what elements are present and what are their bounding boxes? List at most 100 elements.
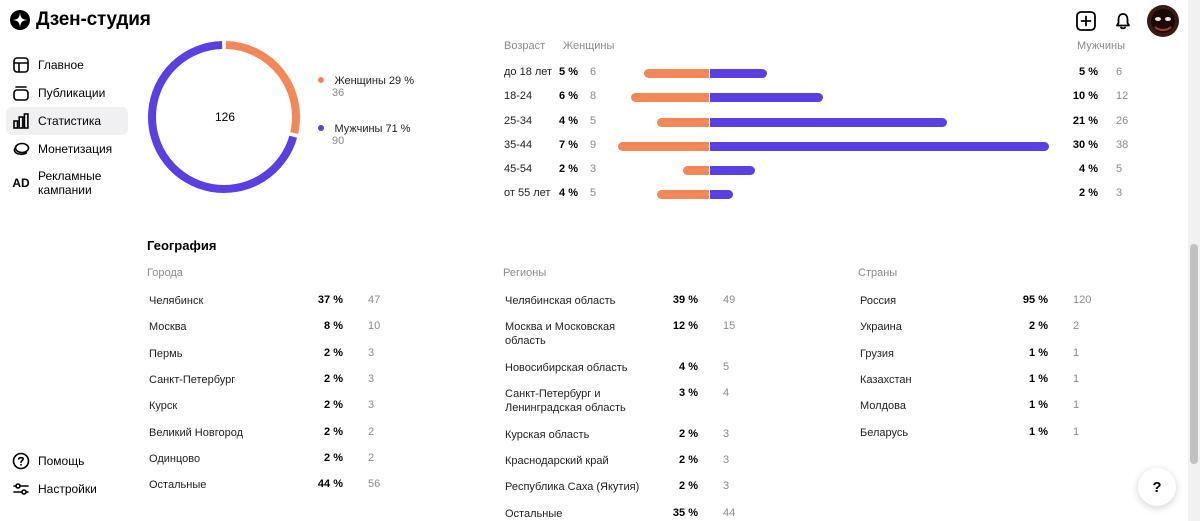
notifications-button[interactable] — [1113, 11, 1133, 31]
scrollbar-thumb[interactable] — [1190, 244, 1198, 464]
geo-row-pct: 1 % — [1029, 373, 1048, 385]
geo-row-count: 2 — [368, 426, 375, 438]
geo-row-pct: 2 % — [324, 452, 343, 464]
age-bar-women — [657, 118, 709, 127]
geo-row-count: 3 — [368, 373, 375, 385]
age-row-women-pct: 4 % — [559, 115, 578, 127]
age-row-men-pct: 5 % — [1079, 66, 1098, 78]
geo-row-count: 49 — [723, 294, 736, 306]
age-bar-women — [644, 69, 709, 78]
geo-row-label: Остальные — [149, 479, 207, 491]
geo-row-label: Остальные — [505, 508, 563, 520]
geo-row-pct: 1 % — [1029, 399, 1048, 411]
geo-row-count: 47 — [368, 294, 381, 306]
geo-row-label: Россия — [860, 295, 897, 307]
age-bar-women — [683, 166, 709, 175]
sidebar-item-label: Рекламные кампании — [38, 169, 102, 197]
geo-row-count: 3 — [723, 480, 730, 492]
age-row-men-pct: 30 % — [1072, 139, 1098, 151]
geo-row-count: 120 — [1073, 294, 1092, 306]
age-bar-men — [710, 93, 823, 102]
geo-row-count: 2 — [1073, 320, 1080, 332]
sidebar-item-statistics[interactable]: Статистика — [6, 107, 128, 135]
age-row-women-count: 5 — [590, 115, 597, 127]
regions-header: Регионы — [503, 267, 547, 279]
geo-row-label: Одинцово — [149, 453, 201, 465]
sidebar-item-ad-campaigns[interactable]: AD Рекламные кампании — [6, 166, 128, 200]
geo-row-label: Пермь — [149, 348, 183, 360]
age-row-label: от 55 лет — [504, 187, 551, 199]
geo-row-count: 3 — [723, 428, 730, 440]
geo-row-label: Челябинск — [149, 295, 204, 307]
age-row-women-pct: 2 % — [559, 163, 578, 175]
geo-row-label: Республика Саха (Якутия) — [505, 481, 640, 493]
geo-row-pct: 2 % — [679, 480, 698, 492]
age-row-men-count: 12 — [1116, 90, 1129, 102]
age-row-women-count: 8 — [590, 90, 597, 102]
app-logo[interactable]: Дзен-студия — [10, 9, 151, 31]
sidebar-item-settings[interactable]: Настройки — [6, 475, 128, 503]
geo-row-label: Челябинская область — [505, 295, 616, 307]
geo-row-label: Грузия — [860, 348, 894, 360]
avatar[interactable] — [1147, 5, 1179, 37]
donut-women-arc — [225, 41, 300, 134]
countries-header: Страны — [858, 267, 898, 279]
geo-row-pct: 1 % — [1029, 347, 1048, 359]
age-row-men-count: 26 — [1116, 115, 1129, 127]
age-bar-women — [631, 93, 709, 102]
geo-row-label: Москва и Московская область — [505, 321, 616, 347]
geo-row-label: Беларусь — [860, 427, 909, 439]
age-row-label: 25-34 — [504, 115, 533, 127]
age-row-label: 35-44 — [504, 139, 533, 151]
age-header-age: Возраст — [504, 40, 546, 52]
sidebar-item-label: Статистика — [38, 114, 102, 128]
sidebar-item-label: Помощь — [38, 454, 85, 468]
geo-row-count: 10 — [368, 320, 381, 332]
age-bar-men — [710, 69, 767, 78]
legend-dot-men — [318, 124, 324, 131]
age-bar-women — [618, 142, 709, 151]
geography-title: География — [147, 238, 217, 253]
geo-row-pct: 95 % — [1022, 294, 1048, 306]
age-row-women-pct: 7 % — [559, 139, 578, 151]
sidebar-item-help[interactable]: Помощь — [6, 447, 128, 475]
cities-header: Города — [147, 267, 183, 279]
geo-row-pct: 3 % — [679, 387, 698, 399]
geo-row-label: Санкт-Петербург — [149, 374, 236, 386]
ad-icon: AD — [12, 176, 30, 190]
legend-men: Мужчины 71 % — [318, 119, 411, 137]
age-bar-men — [710, 142, 1049, 151]
legend-men-label: Мужчины 71 % — [334, 123, 411, 135]
legend-women-label: Женщины 29 % — [334, 75, 414, 87]
geo-row-pct: 39 % — [672, 294, 698, 306]
age-row-men-count: 38 — [1116, 139, 1129, 151]
legend-men-count: 90 — [332, 135, 345, 147]
age-bar-women — [657, 190, 709, 199]
zen-logo-icon — [10, 10, 30, 30]
age-row-men-count: 3 — [1116, 187, 1123, 199]
age-row-men-count: 6 — [1116, 66, 1123, 78]
age-row-women-count: 5 — [590, 187, 597, 199]
sidebar-item-label: Публикации — [38, 86, 106, 100]
age-row-label: 18-24 — [504, 90, 533, 102]
geo-row-count: 44 — [723, 507, 736, 519]
age-header-men: Мужчины — [1077, 40, 1126, 52]
geo-row-label: Курск — [149, 400, 178, 412]
geo-row-label: Казахстан — [860, 374, 912, 386]
add-publication-button[interactable] — [1075, 10, 1097, 32]
geo-row-count: 15 — [723, 320, 736, 332]
help-fab-button[interactable]: ? — [1138, 468, 1176, 506]
geo-row-pct: 8 % — [324, 320, 343, 332]
age-bar-men — [710, 190, 733, 199]
geo-row-pct: 2 % — [679, 454, 698, 466]
geo-row-pct: 2 % — [324, 399, 343, 411]
geo-row-count: 2 — [368, 452, 375, 464]
age-row-men-pct: 4 % — [1079, 163, 1098, 175]
bell-icon — [1116, 13, 1130, 30]
sidebar-item-publications[interactable]: Публикации — [6, 79, 128, 107]
geo-row-label: Новосибирская область — [505, 362, 628, 374]
sidebar-item-main[interactable]: Главное — [6, 51, 128, 79]
sidebar-item-monetization[interactable]: Монетизация — [6, 135, 128, 163]
geo-row-count: 1 — [1073, 373, 1080, 385]
age-row-label: 45-54 — [504, 163, 533, 175]
